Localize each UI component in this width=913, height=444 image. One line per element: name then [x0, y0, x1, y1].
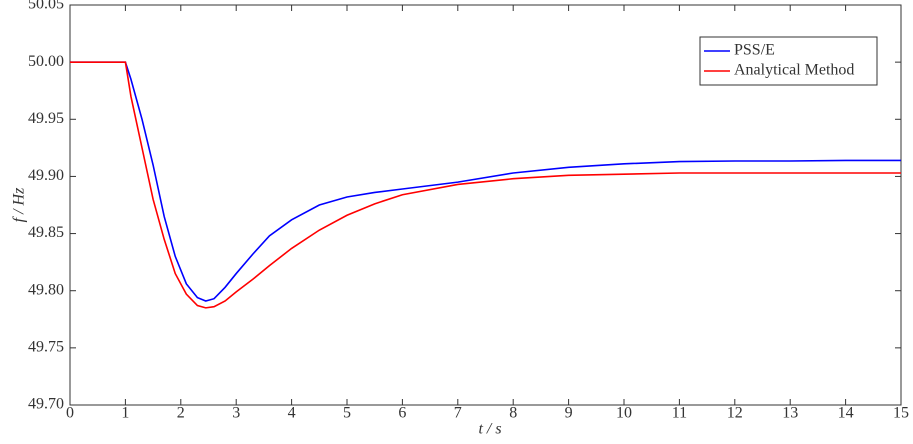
x-tick-label: 10 — [616, 405, 632, 422]
y-tick-label: 49.85 — [28, 224, 64, 241]
legend-label: PSS/E — [734, 42, 775, 59]
x-tick-label: 5 — [343, 405, 351, 422]
y-tick-label: 49.90 — [28, 167, 64, 184]
x-axis-label: t / s — [478, 421, 501, 438]
x-tick-label: 4 — [288, 405, 296, 422]
x-tick-label: 15 — [893, 405, 909, 422]
x-tick-label: 1 — [121, 405, 129, 422]
legend-label: Analytical Method — [734, 62, 854, 79]
x-tick-label: 6 — [398, 405, 406, 422]
x-tick-label: 0 — [66, 405, 74, 422]
y-tick-label: 49.80 — [28, 281, 64, 298]
y-tick-label: 49.95 — [28, 110, 64, 127]
x-tick-label: 3 — [232, 405, 240, 422]
x-tick-label: 14 — [838, 405, 854, 422]
x-tick-label: 9 — [565, 405, 573, 422]
x-tick-label: 13 — [782, 405, 798, 422]
legend-box — [699, 36, 878, 86]
y-tick-label: 50.05 — [28, 0, 64, 13]
y-tick-label: 49.70 — [28, 396, 64, 413]
x-tick-label: 8 — [509, 405, 517, 422]
series-line — [70, 61, 901, 302]
x-tick-label: 12 — [727, 405, 743, 422]
y-tick-label: 50.00 — [28, 53, 64, 70]
y-tick-label: 49.75 — [28, 339, 64, 356]
x-tick-label: 2 — [177, 405, 185, 422]
y-axis-label: f / Hz — [11, 187, 28, 222]
x-tick-label: 11 — [672, 405, 687, 422]
series-line — [70, 61, 901, 309]
plot-frame — [69, 4, 902, 406]
x-tick-label: 7 — [454, 405, 462, 422]
